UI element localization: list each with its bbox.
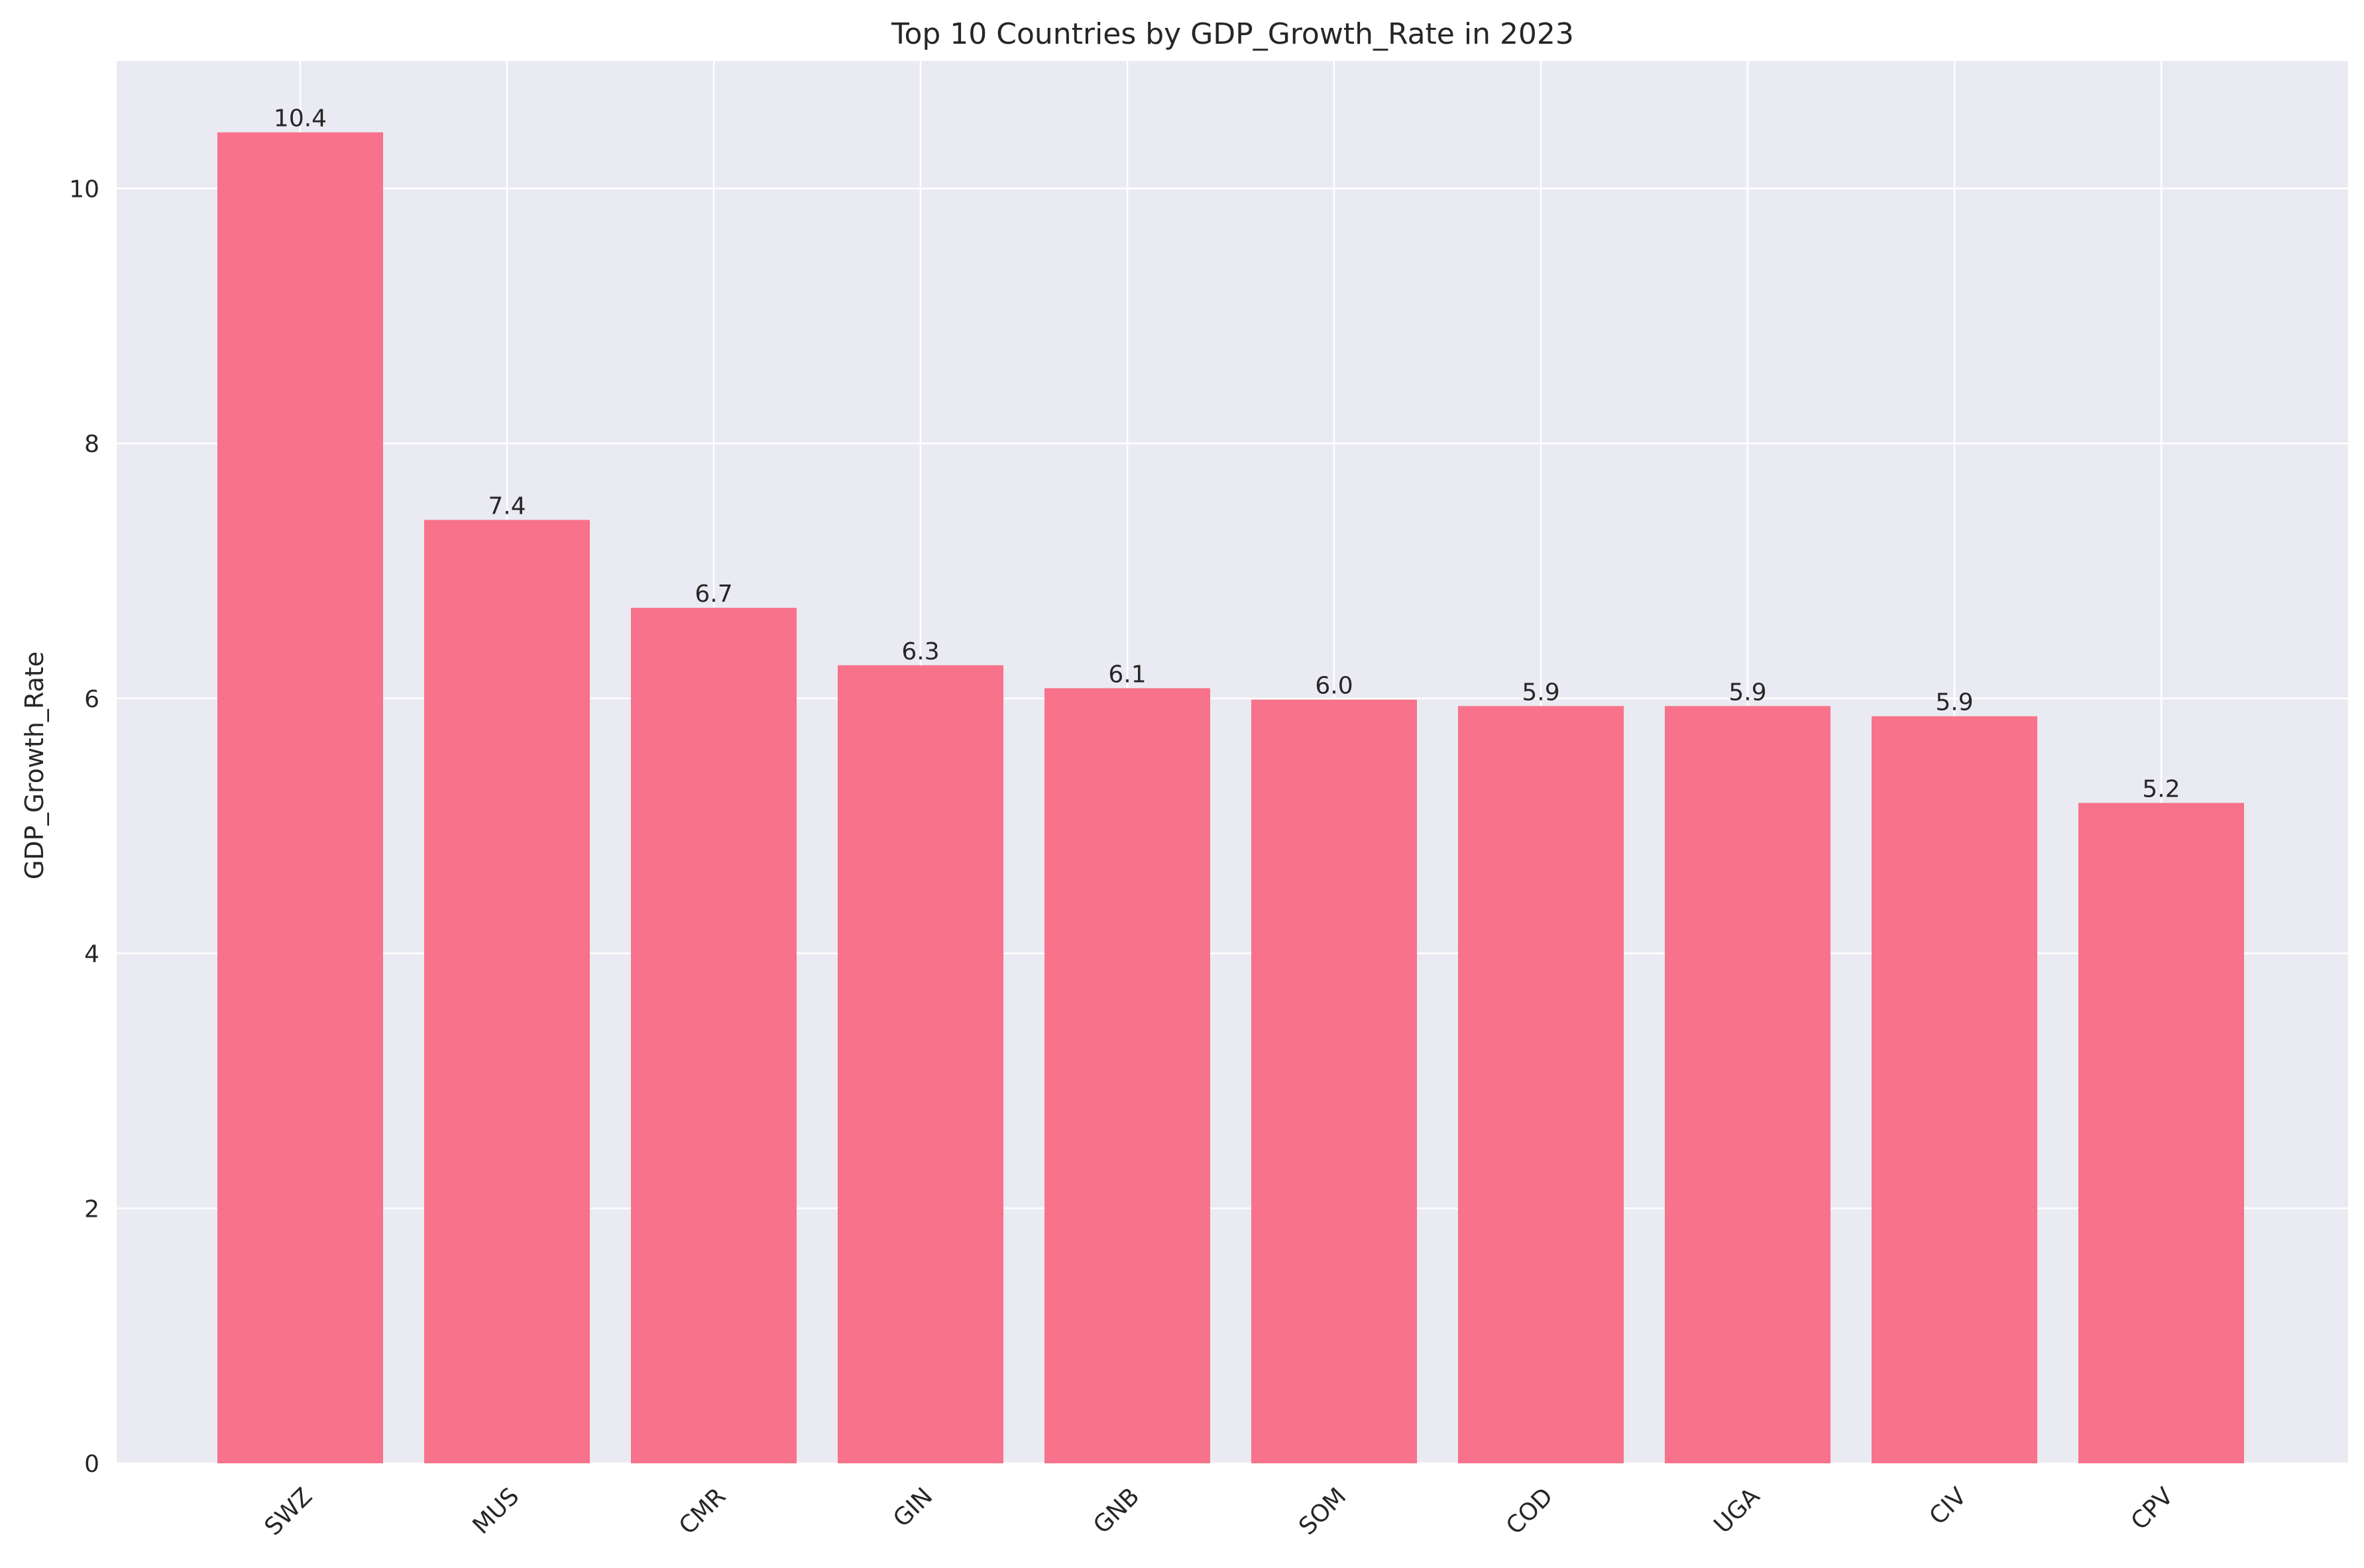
bar [1251, 699, 1417, 1463]
bar [631, 608, 797, 1463]
y-tick-label: 2 [84, 1196, 99, 1223]
data-label: 6.1 [1108, 661, 1146, 688]
bar [1665, 706, 1830, 1463]
chart-title: Top 10 Countries by GDP_Growth_Rate in 2… [891, 17, 1574, 51]
data-label: 5.2 [2142, 776, 2180, 803]
bar [424, 520, 590, 1464]
x-tick-label: CIV [1925, 1483, 1972, 1530]
x-tick-label: MUS [468, 1483, 525, 1540]
data-label: 5.9 [1935, 689, 1973, 716]
data-label: 6.0 [1315, 673, 1353, 700]
x-tick-label: UGA [1709, 1483, 1766, 1539]
y-tick-label: 4 [84, 941, 99, 968]
bar [2078, 803, 2244, 1463]
bar [1044, 688, 1210, 1463]
y-tick-label: 0 [84, 1451, 99, 1478]
x-tick-label: GNB [1088, 1483, 1145, 1539]
x-tick-label: SOM [1294, 1483, 1351, 1540]
x-tick-label: COD [1501, 1483, 1558, 1540]
x-tick-label: SWZ [260, 1483, 318, 1541]
bar [838, 665, 1003, 1463]
x-tick-label: GIN [888, 1483, 938, 1532]
x-tick-label: CMR [674, 1483, 731, 1540]
y-tick-label: 10 [69, 176, 99, 203]
y-tick-label: 6 [84, 686, 99, 713]
data-label: 7.4 [488, 493, 526, 520]
bar [1458, 706, 1624, 1463]
bar [1872, 716, 2037, 1463]
data-label: 5.9 [1522, 679, 1559, 706]
data-label: 5.9 [1728, 679, 1766, 706]
data-label: 6.7 [695, 581, 732, 608]
y-tick-label: 8 [84, 431, 99, 458]
data-label: 6.3 [901, 638, 939, 665]
data-label: 10.4 [274, 105, 327, 133]
y-axis-label: GDP_Growth_Rate [20, 651, 49, 879]
x-tick-label: CPV [2126, 1483, 2179, 1536]
bar [217, 132, 383, 1463]
